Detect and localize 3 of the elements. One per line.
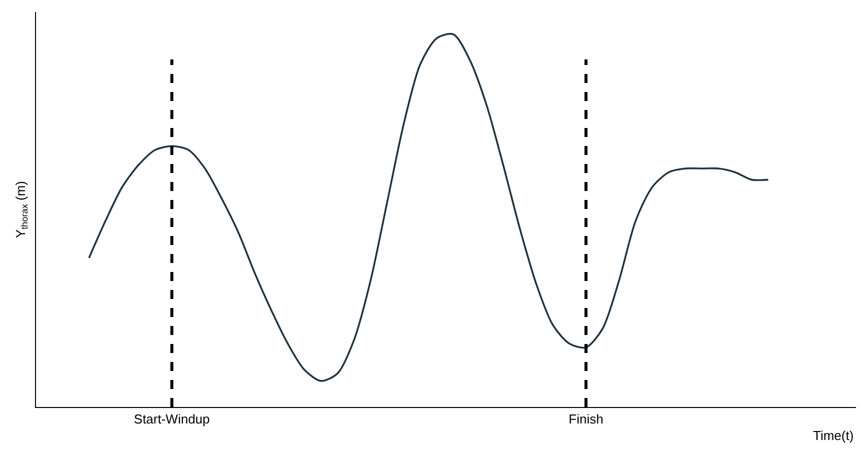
x-tick-label: Start-Windup bbox=[134, 412, 210, 427]
x-axis-title: Time(t) bbox=[813, 428, 854, 443]
x-tick-label: Finish bbox=[568, 412, 604, 427]
